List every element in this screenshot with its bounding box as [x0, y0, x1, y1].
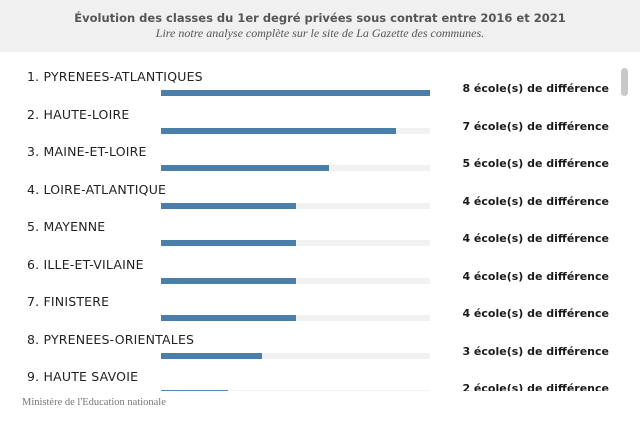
bar	[161, 90, 430, 96]
category-label: 2. HAUTE-LOIRE	[27, 106, 130, 122]
category-label: 9. HAUTE SAVOIE	[27, 369, 139, 384]
value-label: 4 école(s) de différence	[462, 307, 609, 320]
bar-track	[161, 202, 430, 209]
chart-row: 5. MAYENNE 4 école(s) de différence	[0, 219, 620, 257]
bar-track	[161, 315, 430, 321]
bar	[161, 240, 296, 246]
category-label: 4. LOIRE-ATLANTIQUE	[27, 181, 167, 197]
chart-subtitle: Lire notre analyse complète sur le site …	[155, 26, 485, 40]
category-label: 7. FINISTERE	[27, 294, 110, 309]
category-label: 3. MAINE-ET-LOIRE	[27, 144, 147, 159]
value-label: 5 école(s) de différence	[462, 157, 609, 170]
bar	[161, 352, 262, 359]
chart-row: 4. LOIRE-ATLANTIQUE 4 école(s) de différe…	[0, 182, 620, 220]
bar-track	[161, 352, 430, 359]
value-label: 7 école(s) de différence	[462, 119, 609, 133]
bar-track	[161, 127, 430, 134]
bar-chart-list: 1. PYRENEES-ATLANTIQUES 8 école(s) de dif…	[0, 52, 640, 391]
value-label: 3 école(s) de différence	[462, 344, 609, 358]
chart-header: Évolution des classes du 1er degré privé…	[0, 0, 640, 52]
bar-track	[161, 240, 430, 246]
bar	[161, 315, 296, 321]
category-label: 8. PYRENEES-ORIENTALES	[27, 331, 195, 347]
chart-row: 8. PYRENEES-ORIENTALES 3 école(s) de diff…	[0, 332, 620, 370]
scrollbar-thumb[interactable]	[621, 68, 628, 96]
value-label: 4 école(s) de différence	[462, 232, 609, 245]
category-label: 6. ILLE-ET-VILAINE	[27, 256, 144, 272]
bar	[161, 127, 397, 134]
source-note: Ministère de l'Education nationale	[22, 397, 166, 408]
bar-track	[161, 277, 430, 284]
chart-row: 2. HAUTE-LOIRE 7 école(s) de différence	[0, 107, 620, 145]
bar	[161, 390, 229, 391]
chart-row: 9. HAUTE SAVOIE 2 école(s) de différence	[0, 369, 620, 391]
category-label: 1. PYRENEES-ATLANTIQUES	[27, 69, 203, 84]
value-label: 8 école(s) de différence	[462, 82, 609, 95]
value-label: 4 école(s) de différence	[462, 194, 609, 208]
bar	[161, 165, 330, 171]
chart-row: 3. MAINE-ET-LOIRE 5 école(s) de différenc…	[0, 144, 620, 182]
category-label: 5. MAYENNE	[27, 219, 106, 234]
value-label: 4 école(s) de différence	[462, 269, 609, 283]
value-label: 2 école(s) de différence	[462, 382, 609, 391]
chart-scrollbar[interactable]	[617, 66, 633, 396]
bar-track	[161, 390, 430, 391]
chart-row: 7. FINISTERE 4 école(s) de différence	[0, 294, 620, 332]
chart-title: Évolution des classes du 1er degré privé…	[74, 11, 566, 25]
chart-row: 1. PYRENEES-ATLANTIQUES 8 école(s) de dif…	[0, 69, 620, 107]
bar	[161, 277, 296, 284]
bar-track	[161, 90, 430, 96]
bar-track	[161, 165, 430, 171]
chart-row: 6. ILLE-ET-VILAINE 4 école(s) de différen…	[0, 257, 620, 295]
bar	[161, 202, 296, 209]
